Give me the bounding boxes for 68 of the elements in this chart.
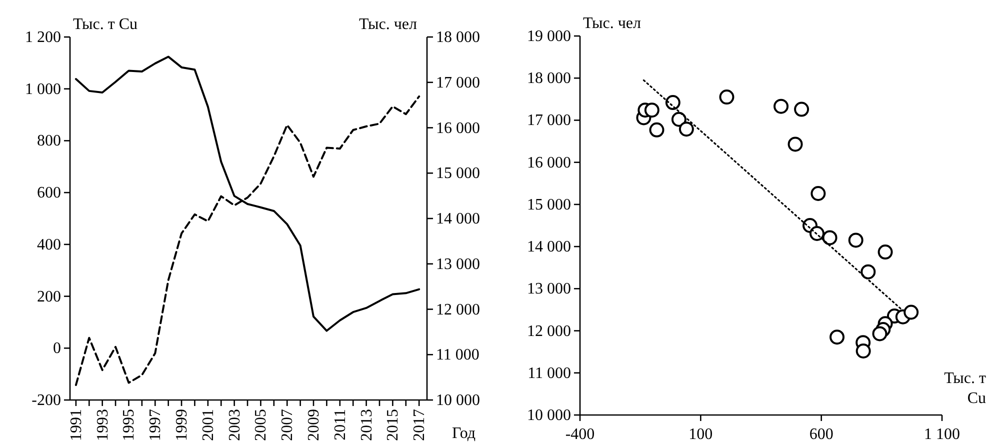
x-tick-label: 2003 <box>226 409 244 441</box>
x-tick-label: 2001 <box>200 409 217 441</box>
y-tick-label: 17 000 <box>527 112 571 130</box>
x-tick-label: 1997 <box>147 409 164 441</box>
y2-tick-label: 11 000 <box>436 346 480 364</box>
y2-tick-label: 12 000 <box>436 301 480 318</box>
x-tick-label: 600 <box>809 426 834 443</box>
point <box>719 90 734 105</box>
y-tick-label: 12 000 <box>527 322 571 340</box>
point <box>878 244 893 260</box>
x-axis-title: Год <box>452 425 476 442</box>
point <box>860 264 876 280</box>
y-tick-label: 13 000 <box>527 280 571 298</box>
point <box>678 122 694 137</box>
point <box>788 136 803 152</box>
point <box>810 186 826 201</box>
y-tick-label: 19 000 <box>527 28 571 45</box>
x-tick-label: 1993 <box>94 409 112 441</box>
y-tick-label: 15 000 <box>527 196 571 214</box>
y2-tick-label: 13 000 <box>436 256 480 273</box>
x-tick-label: 2013 <box>358 409 376 441</box>
y-tick-label: 0 <box>53 340 61 358</box>
x-tick-label: 1995 <box>120 409 138 441</box>
y-axis-title: Тыс. т Cu <box>73 16 138 33</box>
point <box>809 226 824 241</box>
y2-tick-label: 14 000 <box>436 210 480 228</box>
y2-tick-label: 10 000 <box>436 392 480 409</box>
point <box>644 102 660 118</box>
point <box>904 304 919 320</box>
x-tick-label: 2007 <box>279 409 296 441</box>
y-tick-label: 200 <box>37 288 61 306</box>
y-tick-label: 16 000 <box>527 154 571 172</box>
y-tick-label: 400 <box>37 236 61 254</box>
point <box>794 102 810 117</box>
x-tick-label: 100 <box>688 426 713 443</box>
y-tick-label: -200 <box>32 392 61 409</box>
x-tick-label: -400 <box>565 426 595 443</box>
y-tick-label: 18 000 <box>527 70 571 88</box>
point <box>822 230 838 246</box>
x-tick-label: 2017 <box>411 409 428 441</box>
y2-tick-label: 16 000 <box>436 120 480 137</box>
x-tick-label: 2005 <box>252 409 270 441</box>
x-tick-label: 2015 <box>384 409 402 441</box>
y-tick-label: 11 000 <box>528 364 571 382</box>
point <box>649 122 664 138</box>
y-tick-label: 1 200 <box>25 29 61 46</box>
y-tick-label: 600 <box>37 184 61 202</box>
y2-tick-label: 15 000 <box>436 165 480 182</box>
x-tick-label: 1991 <box>68 409 85 441</box>
x-tick-label: 2009 <box>306 409 322 441</box>
y2-tick-label: 18 000 <box>436 29 480 46</box>
x-tick-label: 1 100 <box>924 426 960 443</box>
y-tick-label: 14 000 <box>527 238 571 256</box>
x-tick-label: 1999 <box>174 409 191 441</box>
y-axis-title: Тыс. чел <box>583 15 641 32</box>
y2-tick-label: 17 000 <box>436 74 480 92</box>
y-tick-label: 1 000 <box>25 80 61 98</box>
y-tick-label: 10 000 <box>527 407 571 424</box>
point <box>856 343 871 358</box>
point <box>872 326 888 342</box>
x-axis-title: Тыс. т Cu <box>944 370 986 407</box>
y2-axis-title: Тыс. чел <box>359 16 418 33</box>
point <box>848 232 864 248</box>
point <box>774 98 789 114</box>
point <box>830 330 845 345</box>
y-tick-label: 800 <box>37 132 61 150</box>
x-tick-label: 2011 <box>332 409 349 440</box>
point <box>665 95 680 110</box>
